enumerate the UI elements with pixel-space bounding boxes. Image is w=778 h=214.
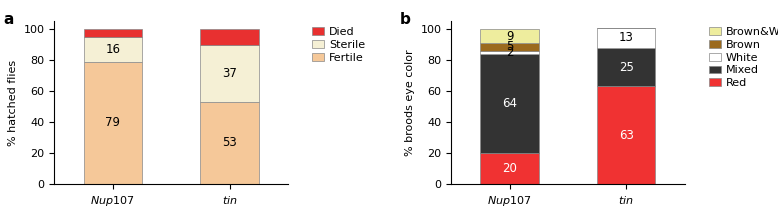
Bar [84,37,142,62]
Text: 53: 53 [223,137,237,150]
Bar [597,86,655,184]
Text: 20: 20 [502,162,517,175]
Bar [480,43,538,51]
Text: 64: 64 [502,97,517,110]
Text: 16: 16 [105,43,121,56]
Bar [84,62,142,184]
Y-axis label: % hatched flies: % hatched flies [9,60,18,146]
Bar [201,45,258,102]
Bar [201,29,258,45]
Bar [597,28,655,48]
Text: 2: 2 [506,46,513,59]
Bar [201,102,258,184]
Text: b: b [400,12,411,27]
Bar [480,54,538,153]
Y-axis label: % broods eye color: % broods eye color [405,49,415,156]
Text: 25: 25 [619,61,634,74]
Bar [480,51,538,54]
Legend: Brown&White, Brown, White, Mixed, Red: Brown&White, Brown, White, Mixed, Red [709,27,778,88]
Text: 37: 37 [222,67,237,80]
Text: 63: 63 [619,129,634,142]
Bar [84,29,142,37]
Text: 5: 5 [506,40,513,54]
Text: a: a [3,12,13,27]
Text: 79: 79 [105,116,121,129]
Text: 13: 13 [619,31,634,44]
Text: 9: 9 [506,30,513,43]
Legend: Died, Sterile, Fertile: Died, Sterile, Fertile [312,27,365,62]
Bar [597,48,655,86]
Bar [480,29,538,43]
Bar [480,153,538,184]
